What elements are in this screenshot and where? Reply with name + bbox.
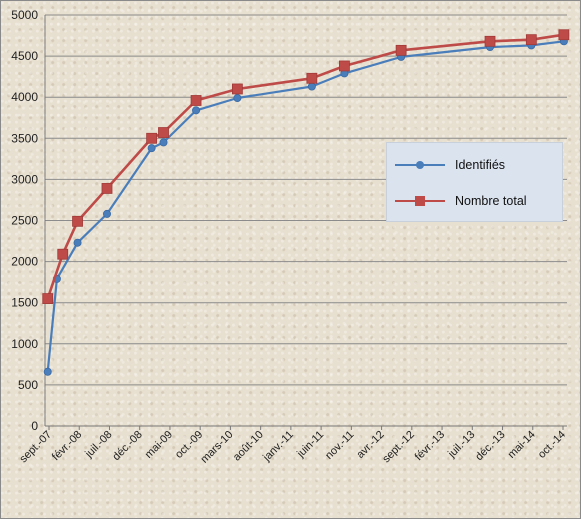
data-point-identifies xyxy=(147,144,156,153)
x-tick-label: févr.-08 xyxy=(50,429,84,463)
data-point-identifies xyxy=(102,209,111,218)
x-tick-label: déc.-08 xyxy=(110,429,144,463)
x-tick-label: nov.-11 xyxy=(323,429,356,462)
legend-item-identifies: Identifiés xyxy=(387,155,505,175)
x-tick-label: oct.-14 xyxy=(536,429,568,461)
x-tick-label: août-10 xyxy=(231,429,266,464)
y-tick-label: 4500 xyxy=(11,49,38,63)
x-tick-label: janv.-11 xyxy=(260,429,296,465)
legend-swatch-nombre-total xyxy=(395,195,445,207)
y-tick-label: 0 xyxy=(31,419,38,433)
y-tick-label: 2000 xyxy=(11,255,38,269)
x-tick-label: mai-14 xyxy=(506,429,538,461)
x-tick-label: juil.-13 xyxy=(445,429,477,461)
data-point-identifies xyxy=(73,238,82,247)
x-tick-label: sept.-07 xyxy=(18,429,55,466)
y-tick-label: 5000 xyxy=(11,8,38,22)
data-point-identifies xyxy=(307,82,316,91)
y-tick-label: 1500 xyxy=(11,296,38,310)
y-tick-label: 4000 xyxy=(11,90,38,104)
x-tick-label: sept.-12 xyxy=(380,429,417,466)
data-point-nombre-total xyxy=(42,293,54,304)
legend: Identifiés Nombre total xyxy=(386,142,563,222)
x-tick-label: déc.-13 xyxy=(473,429,507,463)
data-point-nombre-total xyxy=(338,60,350,72)
y-tick-label: 1000 xyxy=(11,337,38,351)
series-line-identifies xyxy=(46,40,565,372)
legend-item-nombre-total: Nombre total xyxy=(387,191,527,211)
data-point-nombre-total xyxy=(146,132,158,144)
data-point-nombre-total xyxy=(395,44,407,56)
data-point-identifies xyxy=(192,106,201,115)
data-point-nombre-total xyxy=(306,72,318,84)
data-point-nombre-total xyxy=(558,29,570,41)
gridlines xyxy=(45,14,567,427)
x-tick-label: juin-11 xyxy=(294,429,326,461)
legend-swatch-identifies xyxy=(395,159,445,171)
data-point-nombre-total xyxy=(158,127,169,138)
x-tick-label: juil.-08 xyxy=(82,429,114,461)
y-tick-label: 3500 xyxy=(11,131,38,145)
y-axis: 0 500 1000 1500 2000 2500 3000 3500 4000 4500 5000 xyxy=(11,8,46,433)
data-point-nombre-total xyxy=(190,95,202,106)
data-point-nombre-total xyxy=(101,183,113,194)
legend-label-nombre-total: Nombre total xyxy=(455,194,527,208)
x-tick-label: févr.-13 xyxy=(413,429,447,463)
data-point-identifies xyxy=(233,94,242,103)
data-point-identifies xyxy=(159,138,168,147)
y-tick-label: 3000 xyxy=(11,172,38,186)
data-point-identifies xyxy=(43,367,52,376)
series-line-nombre-total xyxy=(46,33,565,300)
x-tick-label: mars-10 xyxy=(199,429,236,466)
legend-label-identifies: Identifiés xyxy=(455,158,506,172)
data-point-nombre-total xyxy=(231,83,243,95)
x-tick-label: mai-09 xyxy=(143,429,175,461)
series-group xyxy=(42,29,570,376)
data-point-nombre-total xyxy=(525,34,537,46)
data-point-nombre-total xyxy=(72,215,83,227)
data-point-nombre-total xyxy=(484,35,496,47)
y-tick-label: 2500 xyxy=(11,214,38,228)
y-tick-label: 500 xyxy=(18,378,38,392)
data-point-nombre-total xyxy=(57,248,69,260)
